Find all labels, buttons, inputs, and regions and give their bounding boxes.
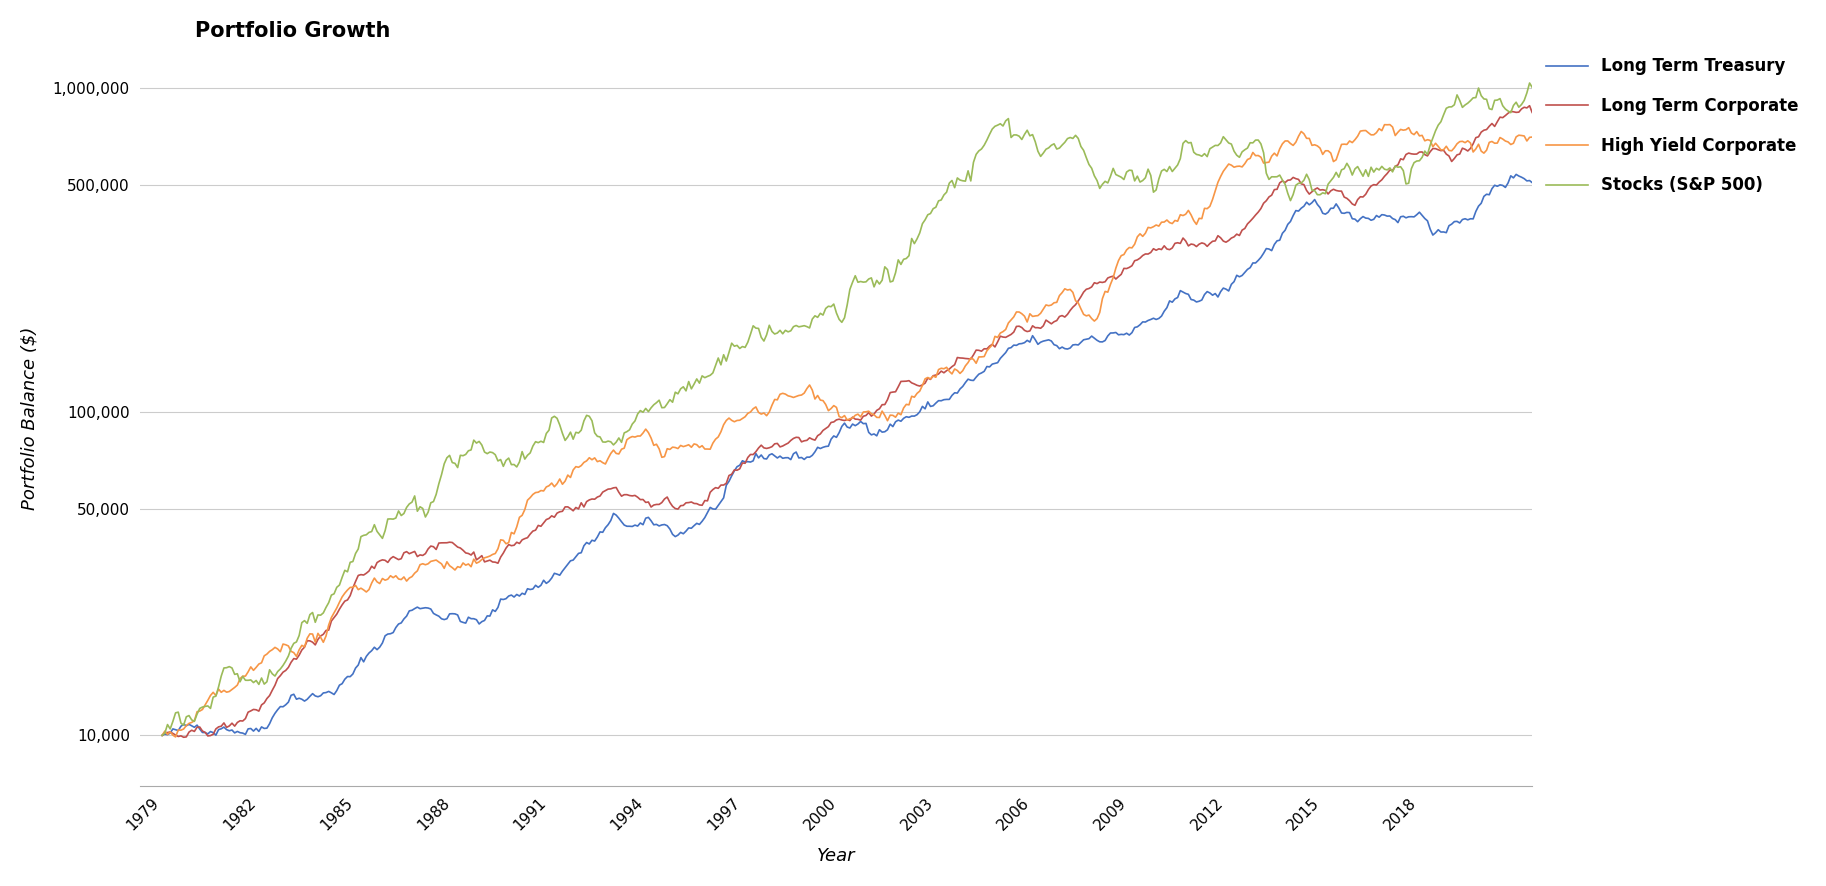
Long Term Treasury	[1634, 167, 1656, 177]
High Yield Corporate	[228, 673, 250, 684]
Long Term Corporate	[1453, 144, 1475, 154]
Stocks (S&P 500)	[152, 730, 173, 741]
Long Term Treasury	[1452, 214, 1474, 225]
Stocks (S&P 500)	[1397, 178, 1419, 189]
Long Term Treasury	[225, 727, 247, 738]
Stocks (S&P 500)	[1402, 158, 1424, 168]
Stocks (S&P 500)	[226, 668, 248, 679]
Long Term Corporate	[173, 732, 195, 742]
Long Term Corporate	[1401, 149, 1422, 159]
High Yield Corporate	[1634, 51, 1656, 62]
Line: Stocks (S&P 500): Stocks (S&P 500)	[163, 19, 1645, 735]
Text: Portfolio Growth: Portfolio Growth	[195, 21, 391, 41]
High Yield Corporate	[1453, 137, 1475, 148]
Long Term Treasury	[152, 730, 173, 741]
Stocks (S&P 500)	[1634, 14, 1656, 25]
High Yield Corporate	[1401, 128, 1422, 138]
Long Term Corporate	[1406, 149, 1428, 159]
Stocks (S&P 500)	[225, 669, 247, 680]
High Yield Corporate	[152, 730, 173, 741]
Stocks (S&P 500)	[524, 437, 546, 447]
X-axis label: Year: Year	[816, 847, 855, 865]
Y-axis label: Portfolio Balance ($): Portfolio Balance ($)	[20, 326, 38, 509]
High Yield Corporate	[1631, 51, 1653, 61]
Long Term Corporate	[528, 520, 550, 531]
Long Term Corporate	[152, 730, 173, 741]
Long Term Corporate	[226, 717, 248, 727]
Stocks (S&P 500)	[1452, 102, 1474, 113]
Long Term Corporate	[1634, 66, 1656, 77]
High Yield Corporate	[164, 732, 186, 742]
Long Term Corporate	[228, 716, 250, 727]
Line: High Yield Corporate: High Yield Corporate	[163, 56, 1645, 737]
Long Term Treasury	[1402, 212, 1424, 222]
Long Term Treasury	[524, 580, 546, 591]
High Yield Corporate	[528, 487, 550, 498]
High Yield Corporate	[226, 680, 248, 690]
Long Term Treasury	[1397, 212, 1419, 222]
High Yield Corporate	[1406, 127, 1428, 137]
Legend: Long Term Treasury, Long Term Corporate, High Yield Corporate, Stocks (S&P 500): Long Term Treasury, Long Term Corporate,…	[1539, 51, 1806, 201]
Line: Long Term Corporate: Long Term Corporate	[163, 72, 1645, 737]
Line: Long Term Treasury: Long Term Treasury	[163, 172, 1645, 735]
Long Term Treasury	[226, 727, 248, 737]
